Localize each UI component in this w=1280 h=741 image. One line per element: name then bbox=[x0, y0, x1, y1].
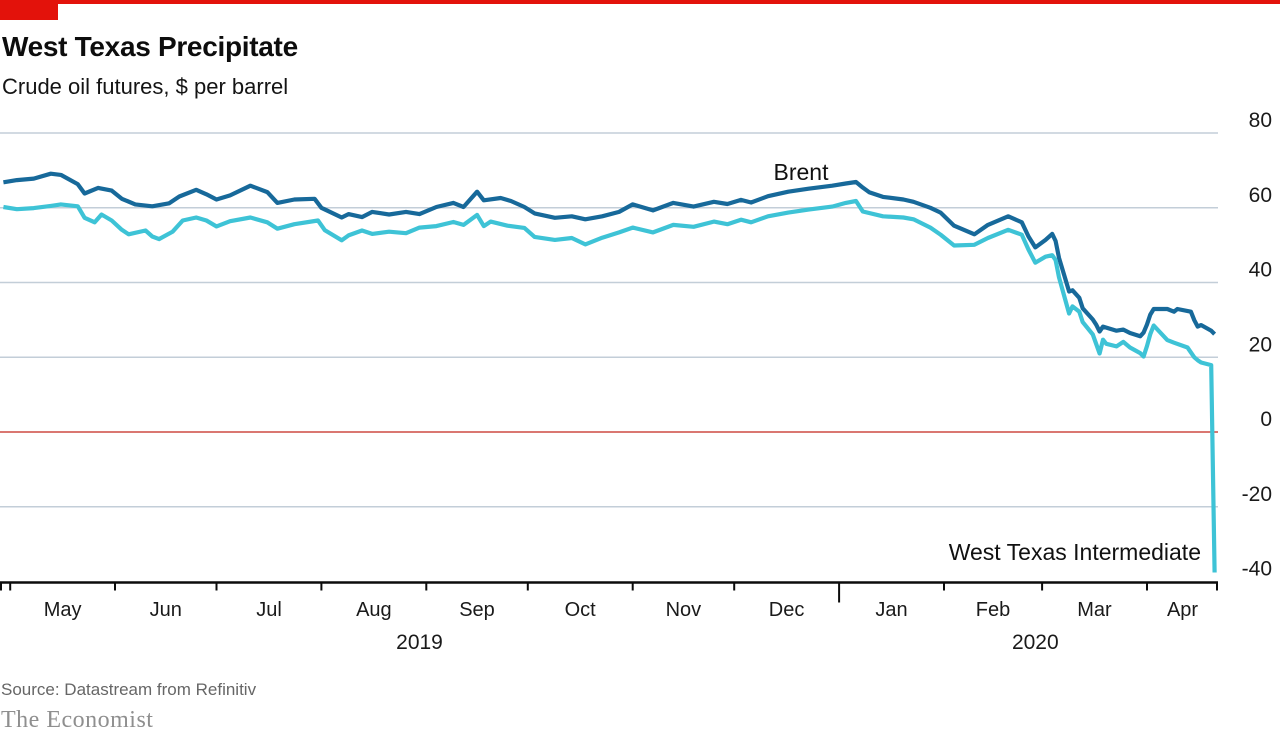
series-line-brent bbox=[3, 171, 1217, 339]
gridlines-group bbox=[0, 132, 1218, 508]
y-axis-label: 80 bbox=[1249, 109, 1272, 132]
top-red-rule bbox=[0, 0, 1280, 4]
y-axis-label: 20 bbox=[1249, 333, 1272, 356]
y-axis-label: 0 bbox=[1260, 408, 1272, 431]
month-label: Aug bbox=[356, 599, 392, 621]
month-label: Jan bbox=[875, 599, 907, 621]
year-label: 2020 bbox=[1012, 631, 1059, 654]
series-line-wti bbox=[3, 198, 1217, 573]
x-axis-group bbox=[0, 581, 1218, 603]
y-axis-label: -20 bbox=[1242, 483, 1272, 506]
y-axis-label: 40 bbox=[1249, 259, 1272, 282]
economist-logo: The Economist bbox=[1, 707, 154, 733]
year-labels-group: 2019 2020 bbox=[396, 631, 1059, 654]
wti-series-label: West Texas Intermediate bbox=[949, 539, 1201, 565]
brent-series-label: Brent bbox=[774, 159, 830, 185]
month-label: Nov bbox=[666, 599, 702, 621]
month-label: Sep bbox=[459, 599, 495, 621]
year-label: 2019 bbox=[396, 631, 443, 654]
month-label: Jun bbox=[150, 599, 182, 621]
month-label: Dec bbox=[769, 599, 805, 621]
chart-title: West Texas Precipitate bbox=[2, 31, 298, 62]
source-note: Source: Datastream from Refinitiv bbox=[1, 680, 257, 699]
month-label: Feb bbox=[976, 599, 1010, 621]
month-label: Oct bbox=[565, 599, 597, 621]
top-red-tab bbox=[0, 0, 58, 20]
chart-subtitle: Crude oil futures, $ per barrel bbox=[2, 74, 289, 99]
month-label: May bbox=[44, 599, 82, 621]
month-label: Apr bbox=[1167, 599, 1198, 621]
month-label: Jul bbox=[256, 599, 282, 621]
y-axis-labels-group: 80 60 40 20 0 -20 -40 bbox=[1242, 109, 1272, 581]
month-label: Mar bbox=[1077, 599, 1112, 621]
y-axis-label: -40 bbox=[1242, 558, 1272, 581]
month-labels-group: May Jun Jul Aug Sep Oct Nov Dec Jan Feb Mar Apr bbox=[44, 599, 1199, 621]
y-axis-label: 60 bbox=[1249, 184, 1272, 207]
series-lines-group bbox=[3, 171, 1217, 573]
